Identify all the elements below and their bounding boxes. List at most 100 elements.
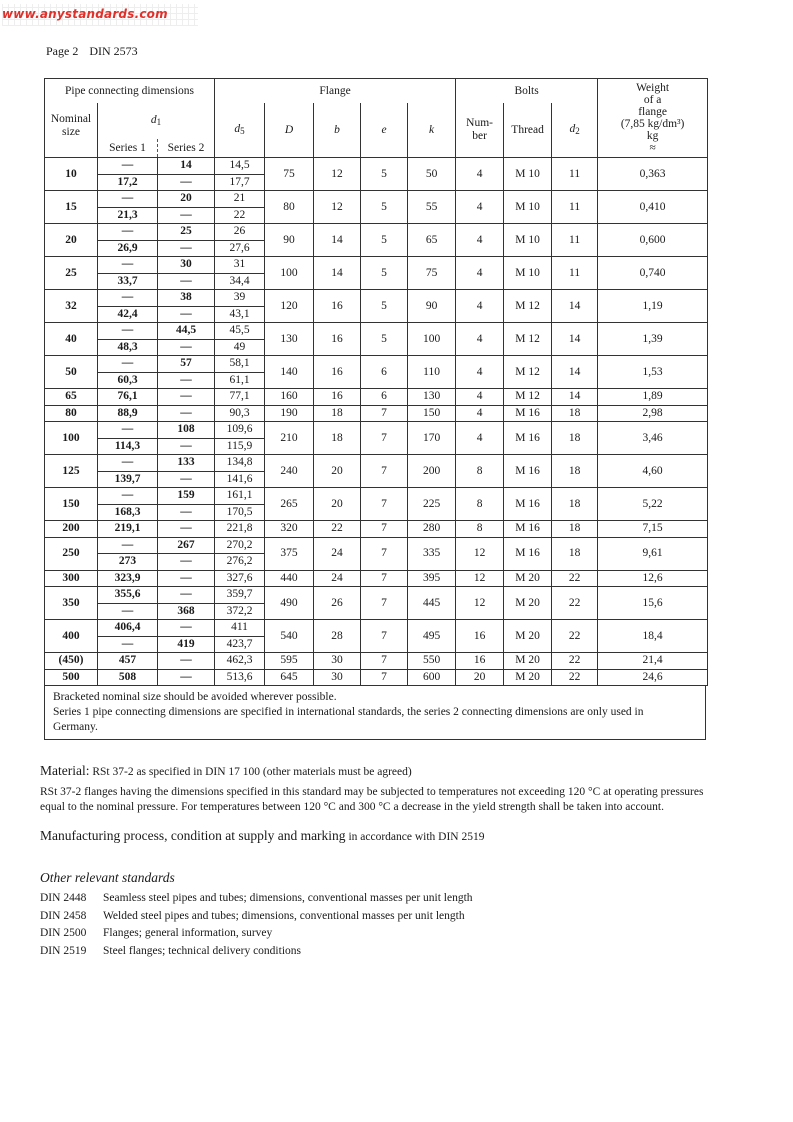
number-cell: 16 bbox=[455, 619, 505, 653]
nominal-size-cell: 40 bbox=[44, 322, 98, 356]
table-row: 350 355,6—359,7 490 26 7 445 12 M 20 22 15,6 bbox=[44, 586, 709, 620]
k-cell: 75 bbox=[407, 256, 457, 290]
d2-cell: 11 bbox=[551, 256, 599, 290]
d5-cell: 22 bbox=[214, 206, 266, 224]
thread-cell: M 16 bbox=[503, 520, 553, 538]
series-1-cell: 60,3 bbox=[97, 371, 158, 389]
d-cell: 645 bbox=[264, 668, 315, 686]
table-row: 25—30 31 100 14 5 75 4 M 10 11 0,740 bbox=[44, 256, 709, 290]
d2-cell: 22 bbox=[551, 668, 599, 686]
page-content: Pipe connecting dimensions Flange Bolts … bbox=[40, 78, 709, 960]
standard-title: Flanges; general information, survey bbox=[103, 927, 273, 939]
weight-cell: 0,410 bbox=[597, 190, 709, 224]
table-row: 40—44,5 45,5 130 16 5 100 4 M 12 14 1,39 bbox=[44, 322, 709, 356]
b-cell: 16 bbox=[313, 388, 362, 406]
series-1-cell: 139,7 bbox=[97, 470, 158, 488]
e-cell: 7 bbox=[360, 569, 409, 587]
weight-cell: 12,6 bbox=[597, 569, 709, 587]
weight-label: flange bbox=[638, 106, 667, 118]
d2-cell: 18 bbox=[551, 487, 599, 521]
series-1-cell: — bbox=[97, 256, 158, 274]
series-1-cell: — bbox=[97, 223, 158, 241]
e-cell: 5 bbox=[360, 322, 409, 356]
table-row: 125—133 134,8 240 20 7 200 8 M 16 18 4,60 bbox=[44, 454, 709, 488]
b-cell: 14 bbox=[313, 256, 362, 290]
d-cell: 160 bbox=[264, 388, 315, 406]
d2-cell: 18 bbox=[551, 454, 599, 488]
weight-cell: 3,46 bbox=[597, 421, 709, 455]
number-cell: 4 bbox=[455, 322, 505, 356]
d1-symbol: d bbox=[150, 114, 157, 126]
series-2-cell: — bbox=[156, 619, 216, 637]
d5-symbol: d bbox=[234, 123, 241, 135]
d-cell: 130 bbox=[264, 322, 315, 356]
series-2-cell: 44,5 bbox=[156, 322, 216, 340]
d5-cell: 17,7 bbox=[214, 173, 266, 191]
number-cell: 4 bbox=[455, 421, 505, 455]
weight-cell: 1,53 bbox=[597, 355, 709, 389]
series-2-cell: — bbox=[156, 503, 216, 521]
b-cell: 24 bbox=[313, 536, 362, 571]
d5-subscript: 5 bbox=[240, 126, 245, 136]
series-2-cell: — bbox=[156, 338, 216, 356]
e-cell: 5 bbox=[360, 223, 409, 257]
table-row: 100—108 109,6 210 18 7 170 4 M 16 18 3,46 bbox=[44, 421, 709, 455]
weight-cell: 5,22 bbox=[597, 487, 709, 521]
material-text: RSt 37-2 as specified in DIN 17 100 (oth… bbox=[92, 766, 412, 778]
d5-cell: 115,9 bbox=[214, 437, 266, 455]
series-2-cell: 25 bbox=[156, 223, 216, 241]
series-2-cell: — bbox=[156, 586, 216, 604]
b-cell: 30 bbox=[313, 652, 362, 670]
k-cell: 50 bbox=[407, 157, 457, 191]
weight-cell: 9,61 bbox=[597, 536, 709, 571]
d-cell: 80 bbox=[264, 190, 315, 224]
e-cell: 6 bbox=[360, 355, 409, 389]
table-row: 17,2—17,7 bbox=[45, 173, 708, 191]
series-2-cell: — bbox=[156, 470, 216, 488]
nominal-size-cell: 20 bbox=[44, 223, 98, 257]
d5-cell: 77,1 bbox=[214, 388, 266, 406]
header-k: k bbox=[407, 103, 457, 158]
table-row: 200 219,1—221,8 320 22 7 280 8 M 16 18 7,15 bbox=[44, 520, 709, 538]
thread-cell: M 10 bbox=[503, 223, 553, 257]
k-cell: 200 bbox=[407, 454, 457, 488]
standard-item: DIN 2458 Welded steel pipes and tubes; di… bbox=[40, 908, 710, 926]
series-2-cell: 20 bbox=[156, 190, 216, 208]
b-cell: 14 bbox=[313, 223, 362, 257]
k-cell: 600 bbox=[407, 668, 457, 686]
series-1-cell: 76,1 bbox=[97, 388, 158, 406]
nominal-size-cell: 32 bbox=[44, 289, 98, 323]
thread-cell: M 20 bbox=[503, 586, 553, 620]
series-1-cell: — bbox=[97, 602, 158, 620]
k-cell: 495 bbox=[407, 619, 457, 653]
d-cell: 440 bbox=[264, 569, 315, 587]
d5-cell: 161,1 bbox=[214, 487, 266, 505]
nominal-size-cell: 65 bbox=[44, 388, 98, 406]
series-1-cell: — bbox=[97, 487, 158, 505]
number-cell: 4 bbox=[455, 223, 505, 257]
thread-cell: M 20 bbox=[503, 668, 553, 686]
number-cell: 12 bbox=[455, 586, 505, 620]
d2-cell: 18 bbox=[551, 520, 599, 538]
d5-cell: 61,1 bbox=[214, 371, 266, 389]
d-cell: 120 bbox=[264, 289, 315, 323]
nominal-size-cell: 400 bbox=[44, 619, 98, 653]
table-row: (450) 457—462,3 595 30 7 550 16 M 20 22 21,4 bbox=[44, 652, 709, 670]
d5-cell: 14,5 bbox=[214, 157, 266, 175]
k-cell: 395 bbox=[407, 569, 457, 587]
header-bolts: Bolts bbox=[455, 78, 599, 103]
table-row: 300 323,9—327,6 440 24 7 395 12 M 20 22 12,6 bbox=[44, 569, 709, 587]
series-2-cell: — bbox=[156, 569, 216, 587]
nominal-size-cell: 300 bbox=[44, 569, 98, 587]
d-cell: 265 bbox=[264, 487, 315, 521]
number-cell: 8 bbox=[455, 520, 505, 538]
number-cell: 12 bbox=[455, 569, 505, 587]
weight-label: of a bbox=[643, 94, 662, 106]
weight-cell: 18,4 bbox=[597, 619, 709, 653]
d5-cell: 462,3 bbox=[214, 652, 266, 670]
weight-label: Weight bbox=[636, 82, 670, 94]
b-cell: 26 bbox=[313, 586, 362, 620]
k-cell: 65 bbox=[407, 223, 457, 257]
table-row: 168,3—170,5 bbox=[45, 503, 708, 521]
series-1-cell: 457 bbox=[97, 652, 158, 670]
